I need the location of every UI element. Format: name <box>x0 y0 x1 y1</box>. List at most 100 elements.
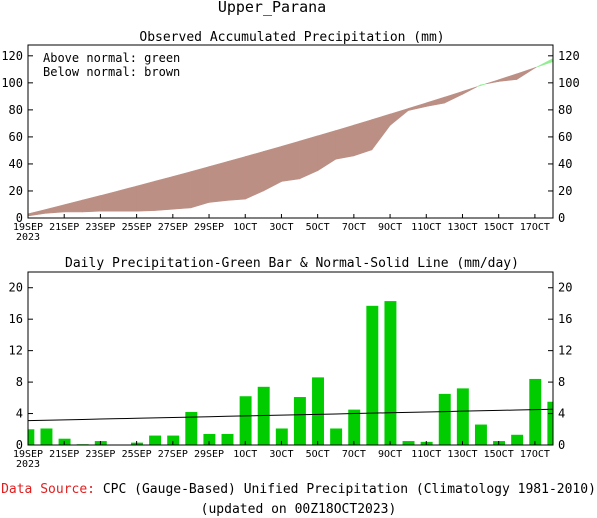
below-normal-fill <box>485 79 499 85</box>
y-tick-label-right: 20 <box>558 281 572 295</box>
daily-bar <box>167 435 180 445</box>
below-normal-fill <box>335 124 355 160</box>
above-normal-fill <box>480 83 486 86</box>
x-tick-label: 11OCT <box>411 449 441 460</box>
below-normal-fill <box>82 195 101 213</box>
below-normal-fill <box>498 73 518 82</box>
y-tick-label-left: 0 <box>16 211 23 225</box>
y-tick-label-left: 60 <box>9 130 23 144</box>
footer-source: Data Source: CPC (Gauge-Based) Unified P… <box>0 482 597 497</box>
normal-line <box>27 408 554 422</box>
x-tick-label: 15OCT <box>484 449 514 460</box>
y-tick-label-right: 4 <box>558 407 565 421</box>
y-tick-label-right: 12 <box>558 344 572 358</box>
y-tick-label-right: 8 <box>558 375 565 389</box>
y-tick-label-left: 8 <box>16 375 23 389</box>
accumulated-chart-title: Observed Accumulated Precipitation (mm) <box>139 30 444 45</box>
x-tick-label: 15OCT <box>484 222 514 233</box>
x-tick-label: 23SEP <box>85 222 115 233</box>
x-tick-label: 5OCT <box>306 222 330 233</box>
y-tick-label-left: 16 <box>9 312 23 326</box>
annotation-above-normal: Above normal: green <box>43 51 180 65</box>
below-normal-fill <box>462 86 478 95</box>
daily-bars <box>28 301 553 445</box>
x-tick-label: 21SEP <box>49 222 79 233</box>
below-normal-fill <box>317 130 337 172</box>
daily-bar <box>40 428 53 445</box>
below-normal-fill <box>136 180 156 212</box>
below-normal-fill <box>444 90 463 104</box>
y-tick-label-right: 40 <box>558 157 572 171</box>
x-tick-label: 25SEP <box>122 449 152 460</box>
daily-bar <box>474 424 487 445</box>
below-normal-fill <box>353 119 373 157</box>
x-tick-label: 29SEP <box>194 449 224 460</box>
y-tick-label-right: 0 <box>558 211 565 225</box>
daily-bar <box>547 401 553 445</box>
below-normal-fill <box>371 113 391 151</box>
footer-source-text: CPC (Gauge-Based) Unified Precipitation … <box>102 482 596 497</box>
x-tick-label: 25SEP <box>122 222 152 233</box>
daily-bar <box>293 397 306 445</box>
below-normal-fill <box>27 208 47 217</box>
below-normal-fill <box>45 204 65 214</box>
daily-bar <box>221 433 234 445</box>
x-tick-label: 9OCT <box>378 449 402 460</box>
daily-frame <box>27 271 554 446</box>
daily-bar <box>456 388 469 445</box>
x-tick-label: 17OCT <box>520 449 550 460</box>
daily-bar <box>239 396 252 445</box>
accumulated-chart: Observed Accumulated Precipitation (mm) … <box>1 30 579 243</box>
below-normal-fill <box>407 102 427 111</box>
daily-bar <box>348 409 361 445</box>
below-normal-fill <box>244 151 264 200</box>
x-tick-label: 1OCT <box>233 222 257 233</box>
below-normal-fill <box>154 176 174 211</box>
y-tick-label-left: 20 <box>9 281 23 295</box>
x-tick-label: 19SEP <box>13 222 43 233</box>
y-tick-label-right: 20 <box>558 184 572 198</box>
x-tick-label: 11OCT <box>411 222 441 233</box>
y-tick-label-right: 80 <box>558 103 572 117</box>
y-tick-label-right: 16 <box>558 312 572 326</box>
x-tick-label: 13OCT <box>447 222 477 233</box>
daily-bar <box>312 377 324 445</box>
x-year-label: 2023 <box>16 232 40 243</box>
y-tick-label-right: 0 <box>558 438 565 452</box>
daily-chart: Daily Precipitation-Green Bar & Normal-S… <box>9 256 573 470</box>
x-tick-label: 17OCT <box>520 222 550 233</box>
below-normal-fill <box>190 166 210 209</box>
below-normal-fill <box>389 108 409 127</box>
x-tick-label: 13OCT <box>447 449 477 460</box>
daily-bar <box>203 433 216 445</box>
footer-source-label: Data Source: <box>1 482 95 497</box>
below-normal-fill <box>172 171 192 210</box>
x-tick-label: 3OCT <box>269 449 293 460</box>
daily-bar <box>330 428 343 445</box>
daily-bar <box>275 428 288 445</box>
accumulated-area-fills <box>27 58 554 217</box>
x-tick-label: 27SEP <box>158 222 188 233</box>
accumulated-frame <box>27 44 554 219</box>
y-tick-label-right: 100 <box>558 76 580 90</box>
page-title: Upper_Parana <box>218 0 326 16</box>
below-normal-fill <box>425 96 445 107</box>
above-normal-fill <box>477 84 481 87</box>
y-tick-label-left: 120 <box>1 49 23 63</box>
annotation-below-normal: Below normal: brown <box>43 65 180 79</box>
below-normal-fill <box>281 140 300 182</box>
below-normal-fill <box>208 161 228 203</box>
y-tick-label-left: 4 <box>16 407 23 421</box>
x-tick-label: 3OCT <box>269 222 293 233</box>
x-tick-label: 7OCT <box>342 449 366 460</box>
below-normal-fill <box>534 66 537 69</box>
x-tick-label: 5OCT <box>306 449 330 460</box>
footer-updated: (updated on 00Z18OCT2023) <box>200 502 397 517</box>
daily-chart-title: Daily Precipitation-Green Bar & Normal-S… <box>65 256 519 271</box>
x-tick-label: 29SEP <box>194 222 224 233</box>
y-tick-label-right: 120 <box>558 49 580 63</box>
y-tick-label-left: 80 <box>9 103 23 117</box>
x-tick-label: 21SEP <box>49 449 79 460</box>
daily-axes: 0 0 4 4 8 8 12 12 16 16 20 20 19SEP 21SEP 23SEP 25SEP 27… <box>9 271 572 470</box>
